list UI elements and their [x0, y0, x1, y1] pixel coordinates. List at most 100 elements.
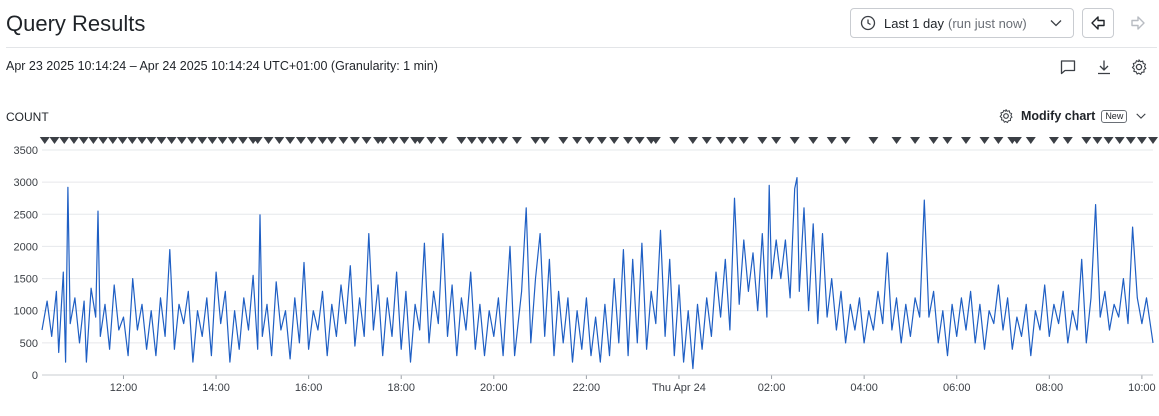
annotation-marker — [197, 137, 208, 144]
annotation-marker — [176, 137, 187, 144]
header-divider — [6, 47, 1157, 48]
annotation-marker — [572, 137, 583, 144]
time-range-label: Last 1 day — [884, 15, 944, 31]
annotation-marker — [217, 137, 228, 144]
back-arrow-icon — [1089, 14, 1107, 32]
y-tick-label: 1500 — [14, 274, 38, 286]
x-tick-label: 20:00 — [480, 382, 508, 394]
annotation-marker — [727, 137, 738, 144]
x-tick-label: 02:00 — [758, 382, 786, 394]
annotation-marker — [49, 137, 60, 144]
download-button[interactable] — [1094, 57, 1114, 77]
annotation-marker — [511, 137, 522, 144]
annotation-marker — [960, 137, 971, 144]
annotation-marker — [466, 137, 477, 144]
query-time-range: Apr 23 2025 10:14:24 – Apr 24 2025 10:14… — [6, 59, 438, 73]
annotation-marker — [634, 137, 645, 144]
time-range-picker[interactable]: Last 1 day (run just now) — [850, 8, 1074, 38]
annotation-marker — [426, 137, 437, 144]
y-tick-label: 3500 — [14, 145, 38, 157]
gear-icon — [998, 108, 1014, 124]
annotation-marker — [285, 137, 296, 144]
annotation-marker — [808, 137, 819, 144]
settings-button[interactable] — [1129, 57, 1149, 77]
y-tick-label: 0 — [32, 370, 38, 382]
annotation-marker — [146, 137, 157, 144]
forward-arrow-icon — [1129, 14, 1147, 32]
annotation-marker — [584, 137, 595, 144]
annotation-marker — [295, 137, 306, 144]
comment-icon — [1059, 58, 1077, 76]
annotation-marker — [252, 137, 263, 144]
annotation-marker — [609, 137, 620, 144]
y-tick-label: 3000 — [14, 177, 38, 189]
x-tick-label: 12:00 — [110, 382, 138, 394]
annotation-marker — [993, 137, 1004, 144]
annotation-marker — [1103, 137, 1114, 144]
annotation-marker — [771, 137, 782, 144]
annotation-marker — [237, 137, 248, 144]
x-tick-label: Thu Apr 24 — [652, 382, 706, 394]
page-title: Query Results — [6, 11, 146, 36]
annotation-marker — [377, 137, 388, 144]
annotation-marker — [942, 137, 953, 144]
x-tick-label: 08:00 — [1036, 382, 1064, 394]
y-tick-label: 2500 — [14, 209, 38, 221]
annotation-marker — [477, 137, 488, 144]
x-tick-label: 22:00 — [573, 382, 601, 394]
forward-button[interactable] — [1122, 8, 1154, 38]
annotation-marker — [127, 137, 138, 144]
annotation-marker — [687, 137, 698, 144]
annotation-marker — [186, 137, 197, 144]
annotation-marker — [414, 137, 425, 144]
annotation-marker — [1114, 137, 1125, 144]
y-tick-label: 2000 — [14, 241, 38, 253]
settings-gear-icon — [1130, 58, 1148, 76]
annotation-marker — [498, 137, 509, 144]
annotation-marker — [361, 137, 372, 144]
annotation-marker — [539, 137, 550, 144]
annotation-marker — [840, 137, 851, 144]
y-tick-label: 500 — [20, 338, 38, 350]
annotation-marker — [757, 137, 768, 144]
annotation-marker — [1048, 137, 1059, 144]
annotation-marker — [1148, 137, 1158, 144]
annotation-marker — [317, 137, 328, 144]
annotation-marker — [59, 137, 70, 144]
count-line-chart[interactable]: 0 500 1000 1500 2000 2500 3000 3500 12:00 14:00 16… — [0, 130, 1159, 416]
annotation-marker — [78, 137, 89, 144]
metric-label: COUNT — [6, 110, 49, 124]
x-tick-label: 04:00 — [850, 382, 878, 394]
x-tick-label: 18:00 — [387, 382, 415, 394]
annotation-marker — [1125, 137, 1136, 144]
x-tick-label: 10:00 — [1128, 382, 1156, 394]
annotation-marker — [107, 137, 118, 144]
modify-chart-label: Modify chart — [1021, 109, 1096, 123]
annotation-marker — [979, 137, 990, 144]
annotation-marker — [1062, 137, 1073, 144]
annotation-marker — [715, 137, 726, 144]
annotation-marker — [1081, 137, 1092, 144]
chevron-down-icon — [1135, 110, 1147, 122]
annotation-marker — [326, 137, 337, 144]
annotation-marker — [701, 137, 712, 144]
y-tick-label: 1000 — [14, 306, 38, 318]
annotation-marker — [136, 137, 147, 144]
modify-chart-button[interactable]: Modify chart New — [998, 108, 1147, 124]
back-button[interactable] — [1082, 8, 1114, 38]
comment-button[interactable] — [1058, 57, 1078, 77]
download-icon — [1095, 58, 1113, 76]
annotation-marker — [227, 137, 238, 144]
annotation-marker — [207, 137, 218, 144]
annotation-marker — [910, 137, 921, 144]
count-series-line — [41, 177, 1154, 370]
annotation-marker — [487, 137, 498, 144]
annotation-marker — [117, 137, 128, 144]
annotation-marker — [88, 137, 99, 144]
new-badge: New — [1101, 109, 1128, 123]
annotation-marker — [156, 137, 167, 144]
annotation-marker — [166, 137, 177, 144]
annotation-marker — [68, 137, 79, 144]
clock-icon — [860, 15, 876, 31]
annotation-marker — [98, 137, 109, 144]
